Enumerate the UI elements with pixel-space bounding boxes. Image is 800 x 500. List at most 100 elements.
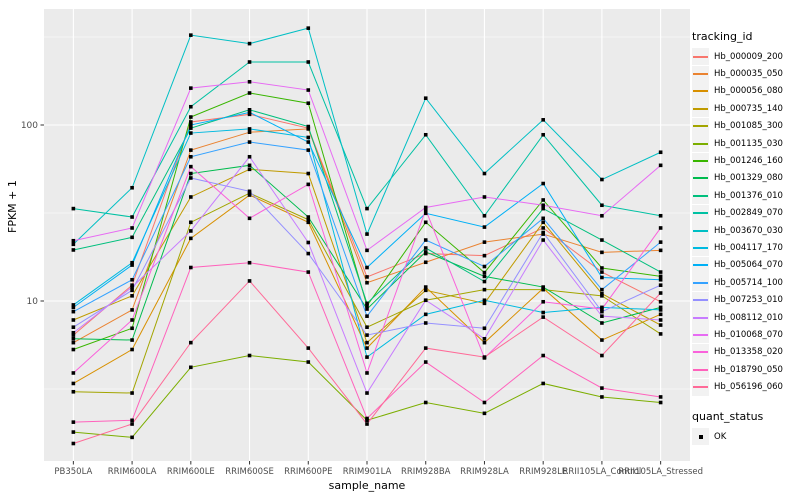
data-point — [130, 277, 134, 282]
legend-entry: Hb_001246_160 — [692, 152, 798, 170]
data-point — [247, 41, 252, 46]
data-point — [600, 203, 604, 208]
legend-entry: Hb_005714_100 — [692, 274, 798, 292]
data-point — [247, 353, 252, 358]
x-tick-label: RRIM928BA — [401, 467, 451, 477]
x-tick-label: RRIM928LA — [460, 467, 509, 477]
legend-entry-label: Hb_004117_170 — [714, 242, 783, 253]
data-point — [189, 229, 193, 233]
legend-entry-label: Hb_000035_050 — [714, 69, 783, 80]
data-point — [247, 216, 252, 221]
legend-entry-label: Hb_010068_070 — [714, 329, 783, 340]
legend-entry-label: Hb_003670_030 — [714, 225, 783, 236]
data-point — [600, 287, 604, 292]
data-point — [600, 270, 604, 274]
data-point — [71, 318, 76, 322]
legend-title-quant-status: quant_status — [692, 409, 764, 423]
legend-key-line-icon — [692, 135, 709, 153]
data-point — [189, 365, 193, 370]
data-point — [541, 230, 545, 235]
legend-entry: Hb_000735_140 — [692, 100, 798, 118]
legend-entry-label: Hb_013358_020 — [714, 347, 783, 358]
legend-entry: Hb_001376_010 — [692, 187, 798, 205]
y-axis-title: FPKM + 1 — [6, 180, 19, 233]
data-point — [189, 126, 193, 130]
legend-entry: Hb_018790_050 — [692, 361, 798, 379]
data-point — [247, 60, 252, 64]
data-point — [482, 253, 487, 258]
data-point — [658, 150, 663, 155]
x-tick-label: RRIM600PE — [284, 467, 332, 477]
data-point — [130, 263, 134, 267]
data-point — [658, 332, 663, 336]
data-point — [658, 400, 663, 405]
legend-key-line-icon — [692, 117, 709, 135]
data-point — [541, 203, 545, 208]
data-point — [130, 326, 134, 331]
data-point — [306, 215, 311, 219]
data-point — [247, 112, 252, 117]
data-point — [658, 240, 663, 244]
data-point — [482, 279, 487, 284]
data-point — [600, 294, 604, 298]
legend-key-line-icon — [692, 361, 709, 379]
data-point — [247, 108, 252, 112]
x-tick-label: RRII105LA_Stressed — [618, 467, 703, 477]
data-point — [189, 164, 193, 169]
data-point — [71, 248, 76, 252]
data-point — [365, 333, 369, 337]
data-point — [423, 250, 428, 254]
data-point — [365, 232, 369, 236]
legend-key-line-icon — [692, 274, 709, 292]
data-point — [247, 140, 252, 144]
data-point — [365, 307, 369, 311]
data-point — [247, 154, 252, 159]
data-point — [306, 182, 311, 187]
data-point — [71, 206, 76, 211]
legend-key-line-icon — [692, 222, 709, 240]
data-point — [423, 312, 428, 317]
data-point — [189, 123, 193, 127]
x-axis-title: sample_name — [328, 479, 406, 492]
x-tick-label: RRIM928LE — [519, 467, 567, 477]
data-point — [365, 301, 369, 306]
data-point — [130, 235, 134, 240]
data-point — [365, 346, 369, 350]
data-point — [541, 310, 545, 315]
data-point — [600, 338, 604, 342]
data-point — [71, 303, 76, 307]
data-point — [306, 148, 311, 152]
data-point — [423, 360, 428, 364]
legend-entry-label: Hb_000735_140 — [714, 103, 783, 114]
data-point — [365, 265, 369, 270]
data-point — [306, 26, 311, 30]
legend-key-line-icon — [692, 169, 709, 187]
legend-entry: Hb_001085_300 — [692, 117, 798, 135]
data-point — [130, 308, 134, 312]
legend-entry-label: Hb_000009_200 — [714, 51, 783, 62]
data-point — [658, 163, 663, 168]
data-point — [71, 238, 76, 243]
legend-key-line-icon — [692, 187, 709, 205]
data-point — [482, 270, 487, 275]
data-point — [247, 127, 252, 131]
data-point — [423, 346, 428, 350]
data-point — [423, 321, 428, 325]
x-tick-label: RRIM600LE — [167, 467, 215, 477]
data-point — [541, 220, 545, 225]
data-point — [189, 33, 193, 37]
data-point — [306, 220, 311, 225]
data-point — [541, 315, 545, 319]
data-point — [130, 347, 134, 352]
data-point — [365, 325, 369, 329]
data-point — [71, 336, 76, 341]
data-point — [189, 236, 193, 241]
data-point — [247, 79, 252, 84]
y-tick-label: 100 — [21, 121, 38, 131]
data-point — [130, 422, 134, 426]
data-point — [130, 288, 134, 293]
data-point — [423, 298, 428, 303]
data-point — [482, 400, 487, 405]
legend-entry-label: Hb_018790_050 — [714, 364, 783, 375]
